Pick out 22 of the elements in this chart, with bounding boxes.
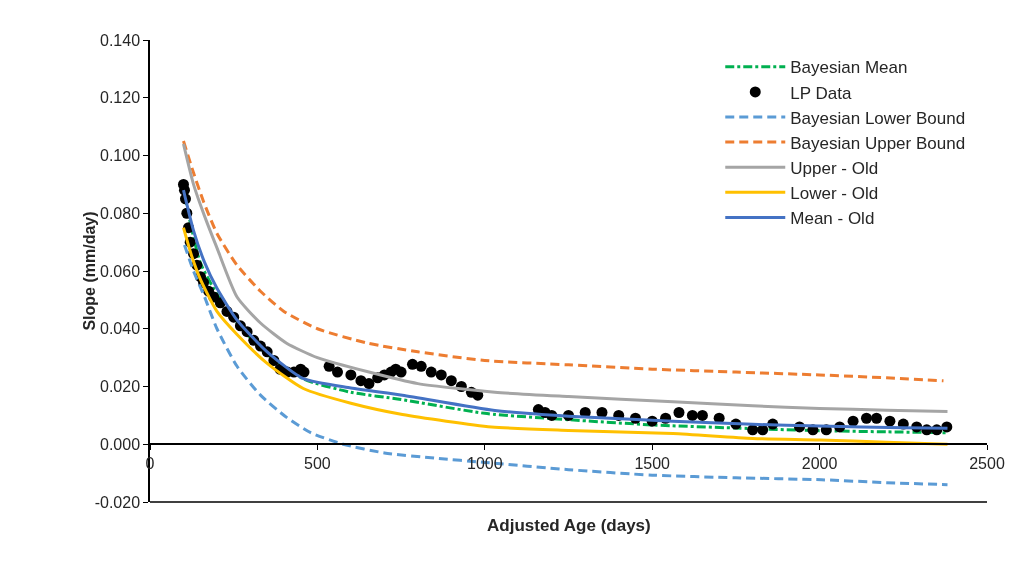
y-tick-label: -0.020 bbox=[94, 493, 141, 511]
y-tick-label: 0.040 bbox=[100, 320, 141, 338]
x-tick-label: 1500 bbox=[634, 455, 671, 473]
x-tick-label: 2000 bbox=[801, 455, 838, 473]
legend-label: Upper - Old bbox=[790, 158, 879, 178]
y-tick-label: 0.020 bbox=[100, 378, 141, 396]
legend-label: Bayesian Upper Bound bbox=[790, 133, 966, 153]
y-tick-label: 0.120 bbox=[100, 89, 141, 107]
y-tick-label: 0.080 bbox=[100, 204, 141, 222]
legend-label: Bayesian Mean bbox=[790, 58, 908, 78]
legend-label: Bayesian Lower Bound bbox=[790, 108, 966, 128]
x-tick-label: 2500 bbox=[969, 455, 1005, 473]
y-axis-title: Slope (mm/day) bbox=[81, 211, 98, 331]
legend-label: Lower - Old bbox=[790, 183, 879, 203]
x-axis-title: Adjusted Age (days) bbox=[487, 516, 651, 535]
legend-label: LP Data bbox=[790, 83, 852, 103]
y-tick-label: 0.140 bbox=[100, 31, 141, 49]
y-tick-label: 0.060 bbox=[100, 262, 141, 280]
y-tick-label: 0.000 bbox=[100, 435, 141, 453]
x-tick-label: 500 bbox=[304, 455, 331, 473]
legend-label: Mean - Old bbox=[790, 209, 875, 229]
y-tick-label: 0.100 bbox=[100, 147, 141, 165]
